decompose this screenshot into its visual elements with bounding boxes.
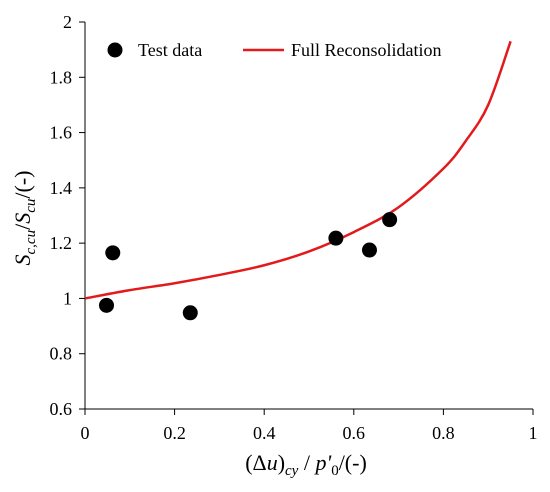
test-data-point	[105, 245, 121, 261]
y-axis-label: Sc,cu/Scu/(-)	[10, 171, 39, 266]
series-test-data	[99, 212, 398, 321]
x-tick-label: 0.2	[163, 423, 186, 443]
series-full-reconsolidation	[84, 40, 512, 300]
x-tick-label: 1	[529, 423, 538, 443]
y-tick-label: 1.4	[50, 178, 73, 198]
x-axis-label: (Δu)cy / p'0/(-)	[245, 450, 367, 479]
test-data-point	[99, 297, 115, 313]
y-tick-label: 1	[63, 288, 72, 308]
test-data-point	[361, 242, 377, 258]
x-ticks: 0 0.2 0.4 0.6 0.8 1	[81, 409, 538, 443]
y-ticks: 0.6 0.8 1 1.2 1.4 1.6 1.8 2	[50, 12, 85, 419]
axes	[84, 22, 533, 410]
y-tick-label: 2	[63, 12, 72, 32]
full-reconsolidation-line	[84, 40, 512, 300]
y-tick-label: 0.6	[50, 399, 73, 419]
test-data-point	[182, 305, 198, 321]
x-tick-label: 0	[81, 423, 90, 443]
x-tick-label: 0.8	[432, 423, 455, 443]
y-tick-label: 1.8	[50, 67, 73, 87]
legend: Test data Full Reconsolidation	[107, 40, 442, 60]
legend-test-data-marker	[107, 42, 123, 58]
x-tick-label: 0.4	[253, 423, 276, 443]
legend-test-data-label: Test data	[138, 40, 202, 60]
y-tick-label: 1.6	[50, 123, 73, 143]
legend-full-reconsolidation-label: Full Reconsolidation	[291, 40, 442, 60]
y-tick-label: 1.2	[50, 233, 73, 253]
y-tick-label: 0.8	[50, 344, 73, 364]
x-tick-label: 0.6	[343, 423, 366, 443]
test-data-point	[382, 212, 398, 228]
test-data-point	[328, 230, 344, 246]
